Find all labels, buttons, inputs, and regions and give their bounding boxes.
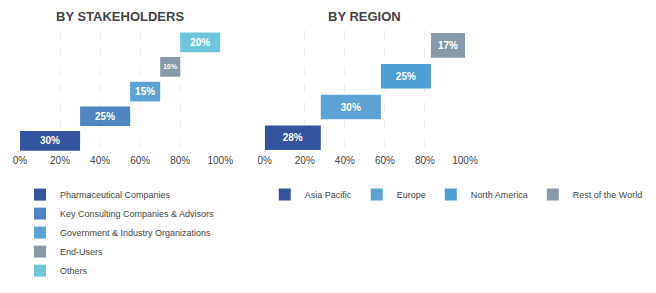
svg-text:30%: 30% xyxy=(40,135,60,146)
svg-text:20%: 20% xyxy=(50,155,70,166)
svg-text:15%: 15% xyxy=(135,86,155,97)
svg-text:40%: 40% xyxy=(335,155,355,166)
svg-text:North America: North America xyxy=(471,190,528,200)
svg-text:17%: 17% xyxy=(438,40,458,51)
svg-text:100%: 100% xyxy=(207,155,233,166)
svg-text:40%: 40% xyxy=(90,155,110,166)
svg-text:Key Consulting Companies & Adv: Key Consulting Companies & Advisors xyxy=(60,209,214,219)
svg-text:Europe: Europe xyxy=(397,190,426,200)
svg-text:80%: 80% xyxy=(170,155,190,166)
svg-text:End-Users: End-Users xyxy=(60,247,103,257)
svg-text:Others: Others xyxy=(60,266,88,276)
svg-text:Pharmaceutical Companies: Pharmaceutical Companies xyxy=(60,190,171,200)
svg-text:60%: 60% xyxy=(130,155,150,166)
svg-text:Rest of the World: Rest of the World xyxy=(573,190,642,200)
svg-text:28%: 28% xyxy=(283,132,303,143)
svg-text:Government & Industry Organiza: Government & Industry Organizations xyxy=(60,228,211,238)
svg-text:0%: 0% xyxy=(258,155,273,166)
svg-text:25%: 25% xyxy=(396,71,416,82)
svg-text:25%: 25% xyxy=(95,111,115,122)
svg-text:20%: 20% xyxy=(190,37,210,48)
svg-text:Asia Pacific: Asia Pacific xyxy=(305,190,352,200)
svg-text:60%: 60% xyxy=(375,155,395,166)
svg-text:30%: 30% xyxy=(341,102,361,113)
svg-text:BY REGION: BY REGION xyxy=(328,9,401,24)
svg-text:BY STAKEHOLDERS: BY STAKEHOLDERS xyxy=(56,9,184,24)
svg-text:10%: 10% xyxy=(163,63,178,70)
svg-text:80%: 80% xyxy=(415,155,435,166)
svg-text:0%: 0% xyxy=(13,155,28,166)
svg-text:20%: 20% xyxy=(295,155,315,166)
svg-text:100%: 100% xyxy=(452,155,478,166)
